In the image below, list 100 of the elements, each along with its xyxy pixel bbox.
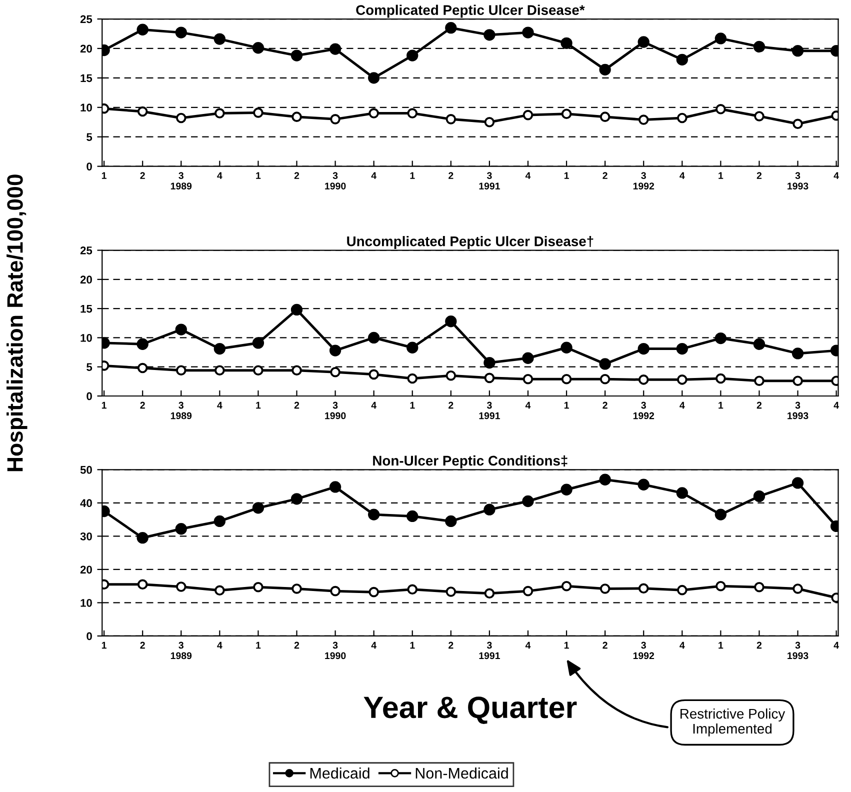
point xyxy=(754,582,764,592)
x-tick-label: 3 1993 xyxy=(788,402,808,420)
point xyxy=(446,114,456,124)
x-tick-label: 3 1991 xyxy=(479,642,500,660)
point xyxy=(561,374,572,384)
point xyxy=(407,373,418,384)
x-tick-label: 4 xyxy=(371,402,376,409)
point xyxy=(522,352,534,364)
x-tick-label: 2 xyxy=(294,172,300,179)
x-tick-label: 3 1993 xyxy=(788,172,808,190)
point xyxy=(522,586,534,596)
point xyxy=(716,104,726,114)
point xyxy=(214,108,225,118)
x-tick-label: 1 xyxy=(718,172,724,179)
x-tick-label: 2 xyxy=(140,642,145,649)
y-tick-label: 0 xyxy=(86,162,92,170)
point xyxy=(484,504,496,516)
point xyxy=(329,344,342,356)
point xyxy=(638,342,650,355)
x-tick-label: 1 xyxy=(718,402,724,409)
point xyxy=(406,510,418,522)
y-tick-label: 20 xyxy=(80,566,92,574)
x-tick-label: 2 xyxy=(602,172,608,179)
point xyxy=(560,37,572,50)
y-tick-label: 25 xyxy=(80,15,92,24)
x-axis-title: Year & Quarter xyxy=(364,696,577,724)
y-tick-label: 15 xyxy=(80,74,92,82)
point xyxy=(638,36,650,48)
y-tick-label: 0 xyxy=(86,632,92,640)
x-tick-label: 1 xyxy=(564,642,569,649)
x-tick-label: 4 xyxy=(525,402,531,409)
point xyxy=(792,348,804,360)
point xyxy=(214,585,225,596)
x-tick-label: 2 xyxy=(756,402,762,409)
x-tick-label: 2 xyxy=(140,172,145,179)
y-tick-label: 5 xyxy=(86,133,92,141)
point xyxy=(368,72,380,84)
x-tick-label: 1 xyxy=(564,402,569,409)
point xyxy=(638,583,649,594)
point xyxy=(445,22,457,34)
x-tick-label: 3 1990 xyxy=(325,402,346,420)
point xyxy=(136,24,148,36)
y-tick-label: 5 xyxy=(86,363,92,371)
point xyxy=(522,26,534,38)
x-tick-label: 1 xyxy=(410,642,415,649)
point xyxy=(290,304,303,316)
y-tick-label: 30 xyxy=(80,532,92,540)
x-tick-label: 2 xyxy=(602,402,608,409)
point xyxy=(522,374,534,384)
chart-title: Complicated Peptic Ulcer Disease* xyxy=(356,4,585,18)
x-tick-label: 4 xyxy=(834,402,839,409)
point xyxy=(253,108,264,118)
point xyxy=(714,332,727,344)
x-tick-label: 2 xyxy=(448,642,454,649)
point xyxy=(329,43,342,55)
point xyxy=(175,523,187,535)
legend-label: Medicaid xyxy=(310,767,370,779)
point xyxy=(599,358,611,370)
point xyxy=(253,365,264,376)
point xyxy=(561,108,572,120)
x-tick-label: 3 1990 xyxy=(325,642,346,660)
point xyxy=(137,106,148,117)
point xyxy=(522,110,534,120)
x-tick-label: 4 xyxy=(680,172,685,179)
point xyxy=(716,373,726,384)
point xyxy=(792,477,804,489)
x-tick-label: 2 xyxy=(294,402,300,409)
point xyxy=(368,586,379,598)
point xyxy=(252,502,264,514)
y-tick-label: 20 xyxy=(80,276,92,284)
point xyxy=(406,342,418,354)
x-tick-label: 1 xyxy=(256,642,261,649)
point xyxy=(252,42,264,54)
point xyxy=(561,580,572,592)
point xyxy=(330,586,340,596)
x-tick-label: 4 xyxy=(525,172,531,179)
y-tick-label: 50 xyxy=(80,466,92,474)
point xyxy=(676,342,688,355)
point xyxy=(716,580,726,592)
x-tick-label: 1 xyxy=(410,402,415,409)
point xyxy=(792,584,803,594)
point xyxy=(136,532,148,544)
point xyxy=(484,588,495,599)
point xyxy=(407,108,418,118)
point xyxy=(176,365,186,376)
x-tick-label: 2 xyxy=(140,402,145,409)
x-tick-label: 4 xyxy=(371,172,376,179)
point xyxy=(753,490,766,502)
x-tick-label: 1 xyxy=(256,402,261,409)
point xyxy=(754,376,764,386)
x-tick-label: 2 xyxy=(448,402,454,409)
point xyxy=(753,338,766,350)
point xyxy=(175,324,187,336)
point xyxy=(252,337,264,349)
point xyxy=(406,50,418,62)
point xyxy=(214,33,226,45)
x-tick-label: 3 1990 xyxy=(325,172,346,190)
point xyxy=(292,584,302,594)
point xyxy=(600,112,610,122)
x-tick-label: 4 xyxy=(834,642,839,649)
